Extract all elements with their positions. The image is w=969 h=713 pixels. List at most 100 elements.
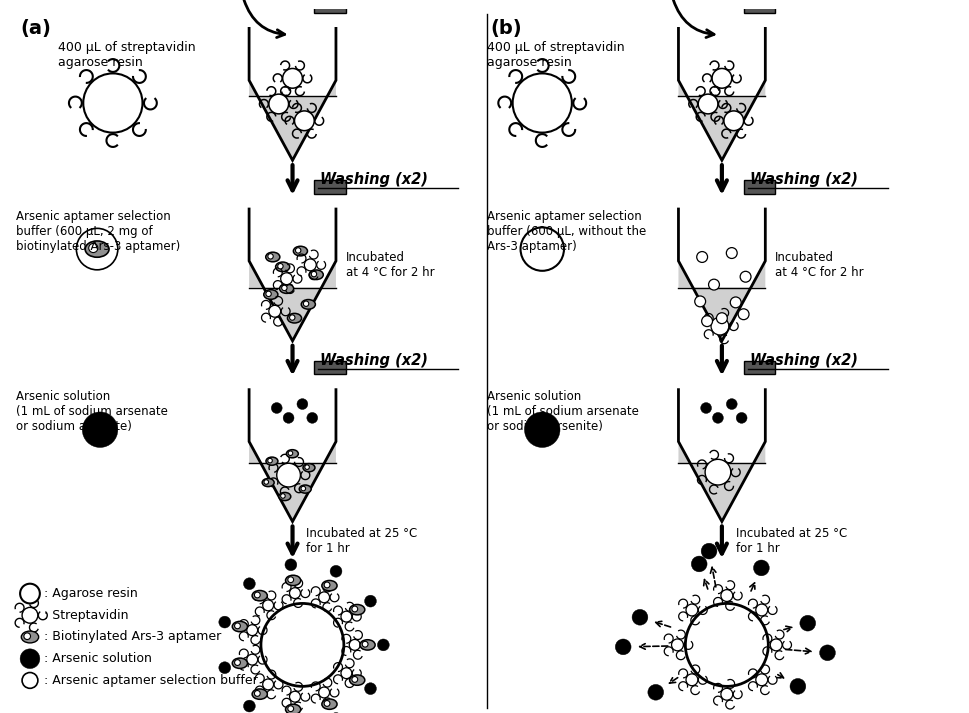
Circle shape xyxy=(234,623,240,629)
Circle shape xyxy=(799,615,815,631)
Circle shape xyxy=(288,577,294,583)
Ellipse shape xyxy=(279,284,294,293)
Circle shape xyxy=(720,590,732,602)
Ellipse shape xyxy=(264,289,277,299)
Circle shape xyxy=(361,641,367,647)
Circle shape xyxy=(377,639,389,651)
Circle shape xyxy=(647,684,663,700)
Circle shape xyxy=(352,606,358,612)
Circle shape xyxy=(254,592,260,598)
Ellipse shape xyxy=(286,450,298,458)
Circle shape xyxy=(22,672,38,688)
Text: Incubated at 25 °C
for 1 hr: Incubated at 25 °C for 1 hr xyxy=(735,527,846,555)
Circle shape xyxy=(289,691,300,702)
Text: Arsenic aptamer selection
buffer (600 μL, 2 mg of
biotinylated Ars-3 aptamer): Arsenic aptamer selection buffer (600 μL… xyxy=(16,210,180,252)
Circle shape xyxy=(243,578,255,590)
Circle shape xyxy=(520,227,563,271)
Circle shape xyxy=(324,582,329,588)
Ellipse shape xyxy=(322,580,336,591)
Circle shape xyxy=(524,412,559,448)
Circle shape xyxy=(20,584,40,603)
Circle shape xyxy=(341,668,352,679)
Ellipse shape xyxy=(266,252,279,262)
Text: Arsenic solution
(1 mL of sodium arsenate
or sodium arsenite): Arsenic solution (1 mL of sodium arsenat… xyxy=(486,390,639,434)
Circle shape xyxy=(267,254,273,259)
Circle shape xyxy=(723,111,743,130)
Circle shape xyxy=(296,247,300,253)
Circle shape xyxy=(329,565,342,578)
Circle shape xyxy=(268,94,289,114)
Ellipse shape xyxy=(301,299,315,309)
Polygon shape xyxy=(677,261,765,341)
Circle shape xyxy=(295,111,314,130)
Text: : Biotinylated Ars-3 aptamer: : Biotinylated Ars-3 aptamer xyxy=(44,630,221,644)
Circle shape xyxy=(685,603,767,687)
Text: : Streptavidin: : Streptavidin xyxy=(44,609,128,622)
Circle shape xyxy=(364,595,376,607)
Circle shape xyxy=(311,272,316,277)
Ellipse shape xyxy=(252,689,267,699)
Circle shape xyxy=(219,616,231,628)
Circle shape xyxy=(701,316,712,327)
Circle shape xyxy=(88,243,98,252)
Circle shape xyxy=(276,463,300,487)
Circle shape xyxy=(704,459,730,485)
Circle shape xyxy=(306,412,318,424)
Polygon shape xyxy=(314,180,346,194)
Circle shape xyxy=(285,559,297,570)
Ellipse shape xyxy=(266,457,278,466)
Text: Washing (x2): Washing (x2) xyxy=(320,353,427,368)
Ellipse shape xyxy=(262,478,274,486)
Polygon shape xyxy=(743,0,774,13)
Circle shape xyxy=(264,480,268,484)
Circle shape xyxy=(319,687,329,698)
Polygon shape xyxy=(249,261,335,341)
Circle shape xyxy=(289,588,300,598)
Text: : Arsenic solution: : Arsenic solution xyxy=(44,652,151,665)
Circle shape xyxy=(246,655,258,665)
Text: Washing (x2): Washing (x2) xyxy=(749,353,857,368)
Circle shape xyxy=(671,639,683,651)
Ellipse shape xyxy=(21,631,39,643)
Circle shape xyxy=(280,273,293,284)
Circle shape xyxy=(283,412,294,424)
Circle shape xyxy=(701,543,716,559)
Circle shape xyxy=(246,625,258,635)
Circle shape xyxy=(691,556,706,572)
Circle shape xyxy=(707,279,719,290)
Circle shape xyxy=(755,604,766,616)
Ellipse shape xyxy=(232,621,247,632)
Ellipse shape xyxy=(252,590,267,601)
Text: Washing (x2): Washing (x2) xyxy=(749,173,857,188)
Circle shape xyxy=(352,677,358,682)
Text: 400 μL of streptavidin
agarose resin: 400 μL of streptavidin agarose resin xyxy=(57,41,195,69)
Text: Incubated
at 4 °C for 2 hr: Incubated at 4 °C for 2 hr xyxy=(774,251,863,279)
Circle shape xyxy=(730,297,740,308)
Circle shape xyxy=(297,399,307,409)
Circle shape xyxy=(632,610,647,625)
Circle shape xyxy=(290,315,295,320)
Circle shape xyxy=(288,451,293,456)
Circle shape xyxy=(22,607,38,623)
Circle shape xyxy=(789,679,805,694)
Ellipse shape xyxy=(302,463,315,472)
Circle shape xyxy=(268,305,280,317)
Circle shape xyxy=(266,291,271,297)
Polygon shape xyxy=(743,361,774,374)
Ellipse shape xyxy=(275,262,290,272)
Circle shape xyxy=(20,649,40,669)
Ellipse shape xyxy=(293,246,307,256)
Text: Arsenic aptamer selection
buffer (600 μL, without the
Ars-3 aptamer): Arsenic aptamer selection buffer (600 μL… xyxy=(486,210,645,252)
Circle shape xyxy=(341,611,352,622)
Ellipse shape xyxy=(285,704,300,713)
Circle shape xyxy=(739,272,750,282)
Text: 400 μL of streptavidin
agarose resin: 400 μL of streptavidin agarose resin xyxy=(486,41,624,69)
Circle shape xyxy=(303,301,308,307)
Circle shape xyxy=(726,399,736,409)
Circle shape xyxy=(698,94,717,114)
Circle shape xyxy=(300,486,305,491)
Circle shape xyxy=(267,458,272,463)
Circle shape xyxy=(234,660,240,665)
Circle shape xyxy=(512,73,572,133)
Circle shape xyxy=(694,296,704,307)
